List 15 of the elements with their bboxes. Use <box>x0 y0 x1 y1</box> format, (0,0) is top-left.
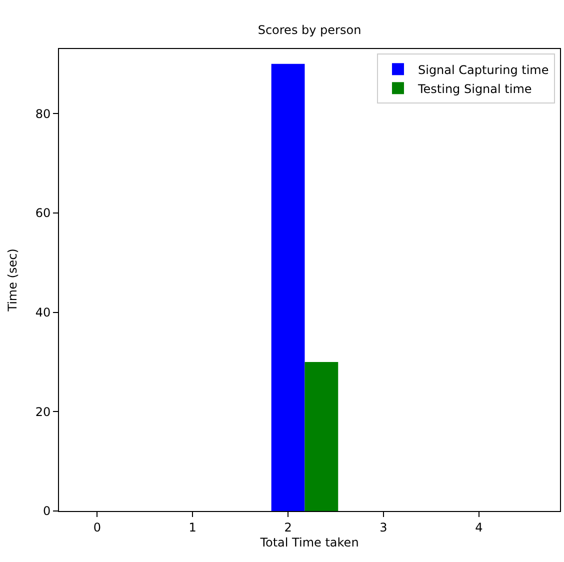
y-tick-label: 80 <box>35 106 51 121</box>
y-axis-title: Time (sec) <box>6 248 20 312</box>
chart-title: Scores by person <box>258 23 362 38</box>
x-tick-label: 3 <box>380 520 388 534</box>
x-tick-label: 4 <box>475 520 483 534</box>
legend-label: Signal Capturing time <box>418 62 549 77</box>
y-tick-label: 20 <box>35 404 51 419</box>
x-tick-label: 2 <box>284 520 292 534</box>
x-tick-label: 0 <box>93 520 101 534</box>
x-tick-label: 1 <box>188 520 196 534</box>
legend-label: Testing Signal time <box>416 82 532 96</box>
y-tick-label: 0 <box>42 504 51 518</box>
y-tick-label: 60 <box>35 206 51 220</box>
y-tick-label: 40 <box>35 305 51 320</box>
x-axis-title: Total Time taken <box>259 535 359 550</box>
